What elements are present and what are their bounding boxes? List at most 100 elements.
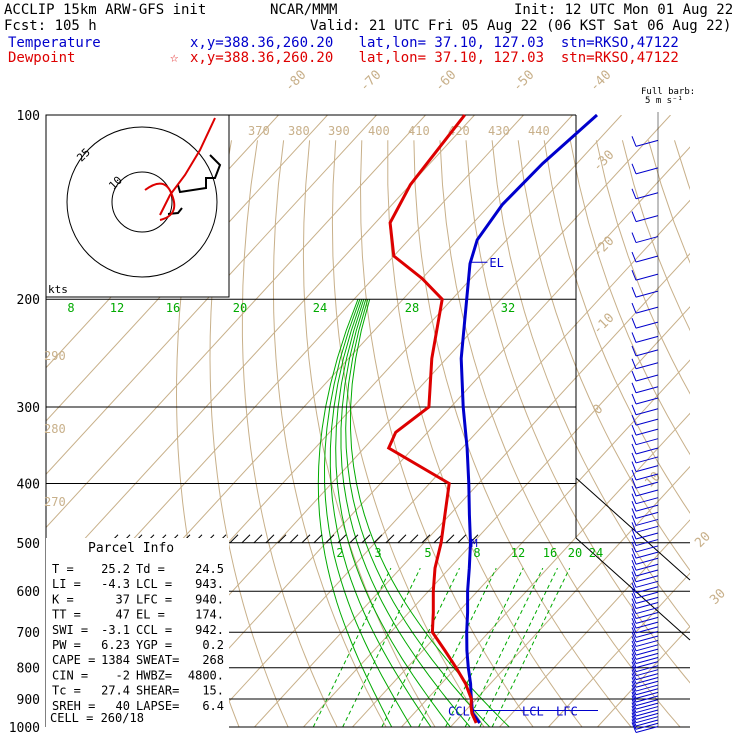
dry-adiabat bbox=[241, 140, 338, 727]
wind-barb-flag bbox=[631, 673, 637, 684]
wind-barb-shaft bbox=[635, 702, 659, 710]
wind-barb-flag bbox=[631, 332, 637, 343]
wind-barb-flag bbox=[631, 636, 637, 647]
parcel-info-cell: LFC = bbox=[136, 592, 172, 606]
wind-barb-shaft bbox=[635, 321, 659, 329]
barb-legend-line1: Full barb: bbox=[641, 87, 695, 97]
wind-barb-shaft bbox=[635, 673, 659, 681]
theta-label-left: 290 bbox=[44, 349, 66, 363]
dry-adiabat bbox=[359, 140, 534, 727]
wind-barb-shaft bbox=[635, 580, 659, 588]
isotherm-line bbox=[46, 115, 475, 582]
wind-barb-flag bbox=[631, 598, 637, 609]
parcel-info-cell: K = bbox=[52, 592, 74, 606]
dry-adiabat bbox=[465, 140, 690, 684]
wind-barb-shaft bbox=[635, 273, 659, 281]
hatch-mark bbox=[229, 534, 239, 544]
mixing-ratio-line bbox=[418, 567, 497, 727]
wind-barb-flag bbox=[631, 722, 637, 733]
wind-barb-shaft bbox=[635, 644, 659, 652]
theta-label: 410 bbox=[408, 124, 430, 138]
header-init: Init: 12 UTC Mon 01 Aug 22 bbox=[514, 2, 733, 18]
isotherm-label: 20 bbox=[233, 301, 247, 315]
wind-barbs bbox=[631, 112, 659, 733]
wind-barb-flag bbox=[631, 286, 637, 298]
wind-barb-shaft bbox=[635, 684, 659, 692]
isotherm-label: 24 bbox=[313, 301, 327, 315]
parcel-info-cell: 4800. bbox=[188, 668, 224, 682]
lcl-label: LCL bbox=[522, 705, 544, 719]
hodograph-units: kts bbox=[48, 283, 68, 296]
wind-barb-flag bbox=[631, 560, 637, 571]
upper-temp-label: -20 bbox=[590, 234, 617, 261]
parcel-info-panel: Parcel Info T = 25.2 Td = 24.5 LI = -4.3 LCL =… bbox=[46, 538, 229, 728]
wind-barb-shaft bbox=[635, 680, 659, 688]
wind-barb-flag bbox=[631, 613, 637, 624]
hodograph-storm-trace bbox=[159, 117, 216, 216]
wind-barb-shaft bbox=[635, 639, 659, 647]
wind-barb-shaft bbox=[635, 408, 659, 416]
parcel-info-cell: LCL = bbox=[136, 577, 172, 591]
pressure-tick-label: 1000 bbox=[9, 721, 40, 736]
wind-barb-flag bbox=[631, 608, 637, 619]
wind-barb-flag bbox=[631, 382, 637, 393]
wind-barb-shaft bbox=[635, 139, 659, 147]
wind-barb-flag bbox=[631, 535, 637, 546]
wind-barb-shaft bbox=[635, 695, 659, 703]
dry-adiabat bbox=[302, 140, 436, 727]
isotherm-line bbox=[156, 146, 690, 727]
pressure-tick-label: 800 bbox=[17, 662, 40, 677]
hatch-mark bbox=[445, 534, 455, 544]
wind-barb-shaft bbox=[635, 215, 659, 223]
dry-adiabat bbox=[701, 140, 740, 740]
parcel-info-cell: -2 bbox=[116, 668, 130, 682]
hatch-mark bbox=[409, 534, 419, 544]
upper-temp-label: -40 bbox=[587, 68, 614, 95]
theta-label: 400 bbox=[368, 124, 390, 138]
temp-location-info: x,y=388.36,260.20 lat,lon= 37.10, 127.03… bbox=[190, 35, 679, 51]
mixing-ratio-line bbox=[491, 567, 571, 727]
wind-barb-shaft bbox=[635, 621, 659, 629]
isotherm-line bbox=[46, 115, 377, 476]
upper-temp-label: 30 bbox=[707, 586, 729, 608]
wind-barb-shaft bbox=[635, 722, 659, 730]
parcel-info-background bbox=[46, 538, 229, 728]
wind-barb-shaft bbox=[635, 418, 659, 426]
wind-barb-flag bbox=[631, 691, 637, 703]
isotherm-line bbox=[254, 252, 690, 727]
wind-barb-shaft bbox=[635, 518, 659, 526]
wind-barb-shaft bbox=[635, 706, 659, 714]
dry-adiabat bbox=[331, 140, 485, 727]
theta-label: 370 bbox=[248, 124, 270, 138]
parcel-info-cell: 943. bbox=[195, 577, 224, 591]
parcel-info-cell: 6.23 bbox=[101, 638, 130, 652]
wind-barb-flag bbox=[631, 587, 637, 599]
parcel-info-cell: 942. bbox=[195, 623, 224, 637]
dry-adiabat bbox=[569, 140, 690, 456]
mixing-ratio-line bbox=[464, 567, 544, 727]
pressure-tick-label: 300 bbox=[17, 401, 40, 416]
theta-label: 380 bbox=[288, 124, 310, 138]
wind-barb-flag bbox=[631, 515, 637, 526]
hodograph: 25 10 kts bbox=[45, 114, 230, 298]
isotherm-label: 32 bbox=[501, 301, 515, 315]
wind-barb-flag bbox=[631, 702, 637, 713]
wind-barb-shaft bbox=[635, 438, 659, 446]
wind-barb-shaft bbox=[635, 539, 659, 547]
hodograph-storm-loop bbox=[144, 182, 176, 221]
wind-barb-flag bbox=[631, 712, 637, 723]
wind-barb-shaft bbox=[635, 716, 659, 724]
wind-barb-shaft bbox=[635, 563, 659, 571]
wind-barb-flag bbox=[631, 317, 637, 329]
dry-adiabat bbox=[517, 140, 690, 572]
wind-barb-flag bbox=[631, 571, 637, 582]
wind-barb-flag bbox=[631, 627, 637, 638]
parcel-info-cell: 6.4 bbox=[202, 699, 224, 713]
wind-barb-flag bbox=[631, 528, 637, 540]
mixing-ratio-label: 24 bbox=[589, 546, 603, 560]
wind-barb-flag bbox=[631, 719, 637, 730]
wind-barb-shaft bbox=[635, 456, 659, 464]
wind-barb-flag bbox=[631, 302, 637, 314]
parcel-info-cell: CAPE = bbox=[52, 653, 95, 667]
wind-barb-shaft bbox=[635, 349, 659, 357]
